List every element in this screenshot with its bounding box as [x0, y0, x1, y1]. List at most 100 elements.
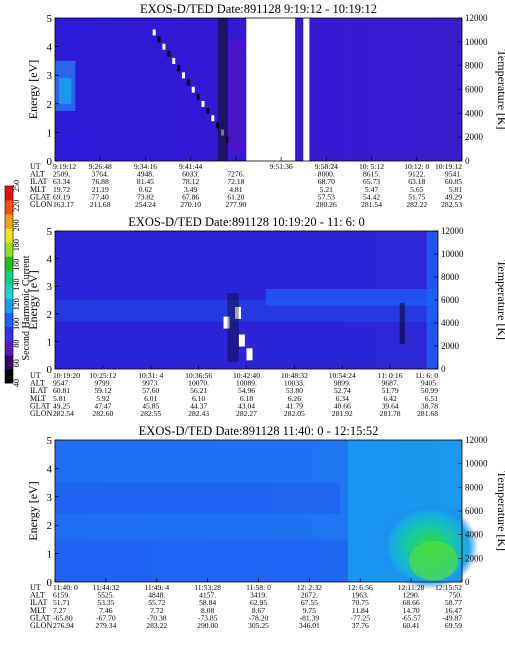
intensity-patch: [201, 100, 205, 107]
table-row-label: GLON: [30, 200, 52, 209]
table-cell: 11:58: 0: [246, 583, 271, 592]
colorbar-frame: [4, 185, 14, 384]
table-cell: 276.94: [53, 621, 74, 630]
colorbar-swatch: [5, 242, 13, 257]
y2-tick-label: 6000: [465, 85, 484, 95]
table-cell: 10033.: [284, 379, 305, 388]
table-cell: 6.01: [144, 394, 157, 403]
intensity-patch: [227, 293, 239, 363]
table-cell: 280.26: [316, 200, 337, 209]
table-cell: -65.80: [53, 613, 73, 622]
table-row-label: ILAT: [30, 386, 47, 395]
table-cell: 9547.: [53, 379, 70, 388]
table-cell: 2672.: [301, 591, 318, 600]
table-cell: 12: 6:56: [348, 583, 373, 592]
y-tick-label: 0: [47, 577, 53, 589]
table-cell: -67.70: [96, 613, 116, 622]
intensity-patch: [177, 65, 181, 72]
table-cell: 10:19:12: [435, 162, 462, 171]
table-cell: 281.68: [417, 409, 438, 418]
y-tick-label: 4: [47, 42, 53, 54]
table-row-label: GLON: [30, 621, 52, 630]
y-tick-label: 5: [47, 13, 53, 25]
y2-tick-label: 8000: [441, 272, 460, 282]
table-cell: 282.54: [53, 409, 74, 418]
table-cell: 7.72: [150, 606, 163, 615]
y2-tick-label: 8000: [465, 61, 484, 71]
chart-panel: EXOS-D/TED Date:891128 11:40: 0 - 12:15:…: [26, 424, 505, 630]
table-cell: 7.27: [53, 606, 66, 615]
table-cell: 9.75: [303, 606, 316, 615]
table-cell: 70.75: [352, 598, 369, 607]
table-cell: 68.70: [318, 177, 335, 186]
colorbar-swatch: [5, 186, 13, 201]
table-cell: 14.70: [403, 606, 420, 615]
table-cell: 57.60: [142, 386, 159, 395]
y-tick-label: 5: [47, 435, 53, 447]
y2-tick-label: 12000: [465, 435, 488, 445]
y-tick-label: 4: [47, 463, 53, 475]
table-cell: 53.80: [286, 386, 303, 395]
table-cell: 10089.: [236, 379, 257, 388]
intensity-patch: [206, 108, 210, 115]
table-cell: 9:51:36: [270, 162, 293, 171]
table-cell: 19.72: [53, 185, 70, 194]
y2-tick-label: 4000: [465, 108, 484, 118]
table-cell: 59.12: [94, 386, 111, 395]
table-cell: 9799.: [94, 379, 111, 388]
y2-axis-label: Temperature [K]: [495, 49, 505, 129]
table-cell: 62.95: [250, 598, 267, 607]
colorbar-swatch: [5, 200, 13, 215]
table-cell: 305.25: [248, 621, 269, 630]
table-cell: 60.85: [445, 177, 462, 186]
table-row-label: UT: [30, 583, 41, 592]
y2-tick-label: 0: [441, 364, 446, 374]
table-cell: 11:40: 0: [53, 583, 78, 592]
y-tick-label: 4: [47, 254, 53, 266]
colorbar-swatch: [5, 326, 13, 342]
table-cell: 44.37: [190, 401, 207, 410]
table-cell: 72.18: [227, 177, 244, 186]
intensity-band: [55, 539, 349, 582]
intensity-band: [265, 288, 438, 306]
intensity-patch: [399, 302, 405, 345]
table-cell: 6.51: [425, 394, 438, 403]
table-cell: 68.66: [403, 598, 420, 607]
table-cell: 11:44:32: [93, 583, 120, 592]
table-row-label: GLAT: [30, 613, 51, 622]
table-row-label: ILAT: [30, 177, 47, 186]
table-cell: 45.85: [142, 401, 159, 410]
y2-axis-label: Temperature [K]: [495, 471, 505, 551]
table-cell: 43.04: [238, 401, 255, 410]
table-cell: 69.19: [53, 192, 70, 201]
intensity-patch: [238, 334, 245, 347]
y2-tick-label: 8000: [465, 482, 484, 492]
y2-tick-label: 12000: [441, 226, 464, 236]
table-cell: 9:41:44: [179, 162, 202, 171]
table-cell: 3419.: [250, 591, 267, 600]
chart-panel: EXOS-D/TED Date:891128 10:19:20 - 11: 6:…: [26, 215, 505, 418]
y2-tick-label: 10000: [441, 249, 464, 259]
intensity-patch: [227, 39, 245, 154]
table-cell: 282.27: [236, 409, 257, 418]
colorbar-swatch: [5, 312, 13, 328]
y-axis-label: Energy [eV]: [26, 270, 40, 329]
table-cell: 57.53: [318, 192, 335, 201]
table-cell: 78.12: [182, 177, 199, 186]
colorbar-tick-label: 80: [12, 340, 21, 348]
table-cell: 283.22: [146, 621, 167, 630]
table-cell: 69.59: [445, 621, 462, 630]
table-cell: 290.00: [197, 621, 218, 630]
table-cell: 37.76: [352, 621, 369, 630]
y-tick-label: 3: [47, 70, 53, 82]
table-cell: 4.81: [229, 185, 242, 194]
table-cell: 76.88: [92, 177, 109, 186]
table-cell: 67.55: [301, 598, 318, 607]
colorbar-swatch: [5, 368, 13, 384]
table-cell: 3.49: [184, 185, 197, 194]
y2-tick-label: 0: [465, 156, 470, 166]
y-tick-label: 2: [47, 309, 53, 321]
data-gap: [246, 18, 296, 161]
y-tick-label: 2: [47, 520, 53, 532]
